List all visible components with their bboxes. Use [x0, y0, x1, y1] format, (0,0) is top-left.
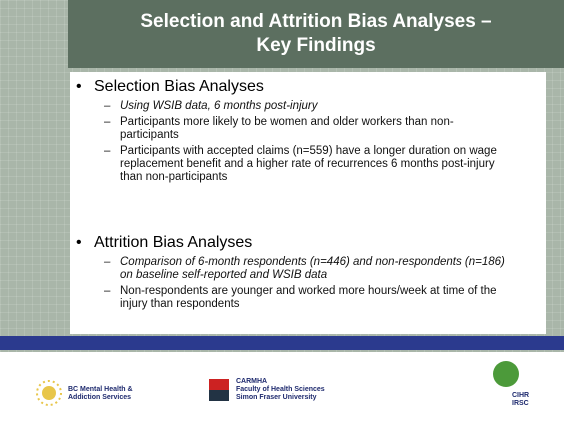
heading-text: Attrition Bias Analyses: [94, 234, 253, 251]
leaf-icon: [493, 361, 519, 387]
logo-text: Faculty of Health Sciences: [236, 386, 325, 393]
bullet-heading: Selection Bias Analyses: [76, 78, 264, 96]
shield-icon: [209, 379, 229, 401]
logo-text: BC Mental Health &: [68, 386, 133, 393]
content-box: Selection Bias AnalysesUsing WSIB data, …: [70, 72, 546, 334]
logo: CIHR IRSC: [512, 392, 529, 408]
title-line: Selection and Attrition Bias Analyses –: [140, 11, 492, 32]
sub-list: Comparison of 6-month respondents (n=446…: [70, 234, 540, 311]
title-line: Key Findings: [256, 35, 376, 56]
sun-icon: [36, 380, 62, 406]
logo-text: CARMHA: [236, 378, 268, 385]
bullet-heading: Attrition Bias Analyses: [76, 234, 253, 252]
footer: BC Mental Health & Addiction Services CARM…: [0, 352, 564, 424]
sub-item: Comparison of 6-month respondents (n=446…: [104, 256, 510, 282]
sub-item: Participants more likely to be women and…: [104, 116, 510, 142]
logo-text: Addiction Services: [68, 394, 132, 401]
sub-item: Using WSIB data, 6 months post-injury: [104, 100, 510, 113]
logo-text: Simon Fraser University: [236, 394, 317, 401]
heading-text: Selection Bias Analyses: [94, 78, 264, 95]
title-bar: Selection and Attrition Bias Analyses – K…: [68, 0, 564, 68]
logo: CARMHA Faculty of Health Sciences Simon Fr…: [236, 378, 325, 402]
logo-text: CIHR: [512, 392, 530, 399]
logo: BC Mental Health & Addiction Services: [68, 386, 133, 402]
sub-item: Non-respondents are younger and worked m…: [104, 285, 510, 311]
sub-item: Participants with accepted claims (n=559…: [104, 145, 510, 184]
section: Attrition Bias Analyses Comparison of 6-m…: [70, 234, 540, 314]
section: Selection Bias AnalysesUsing WSIB data, …: [70, 78, 540, 187]
logo-text: IRSC: [512, 400, 529, 407]
blue-bar: [0, 336, 564, 350]
sub-list: Using WSIB data, 6 months post-injury Par…: [70, 78, 540, 184]
